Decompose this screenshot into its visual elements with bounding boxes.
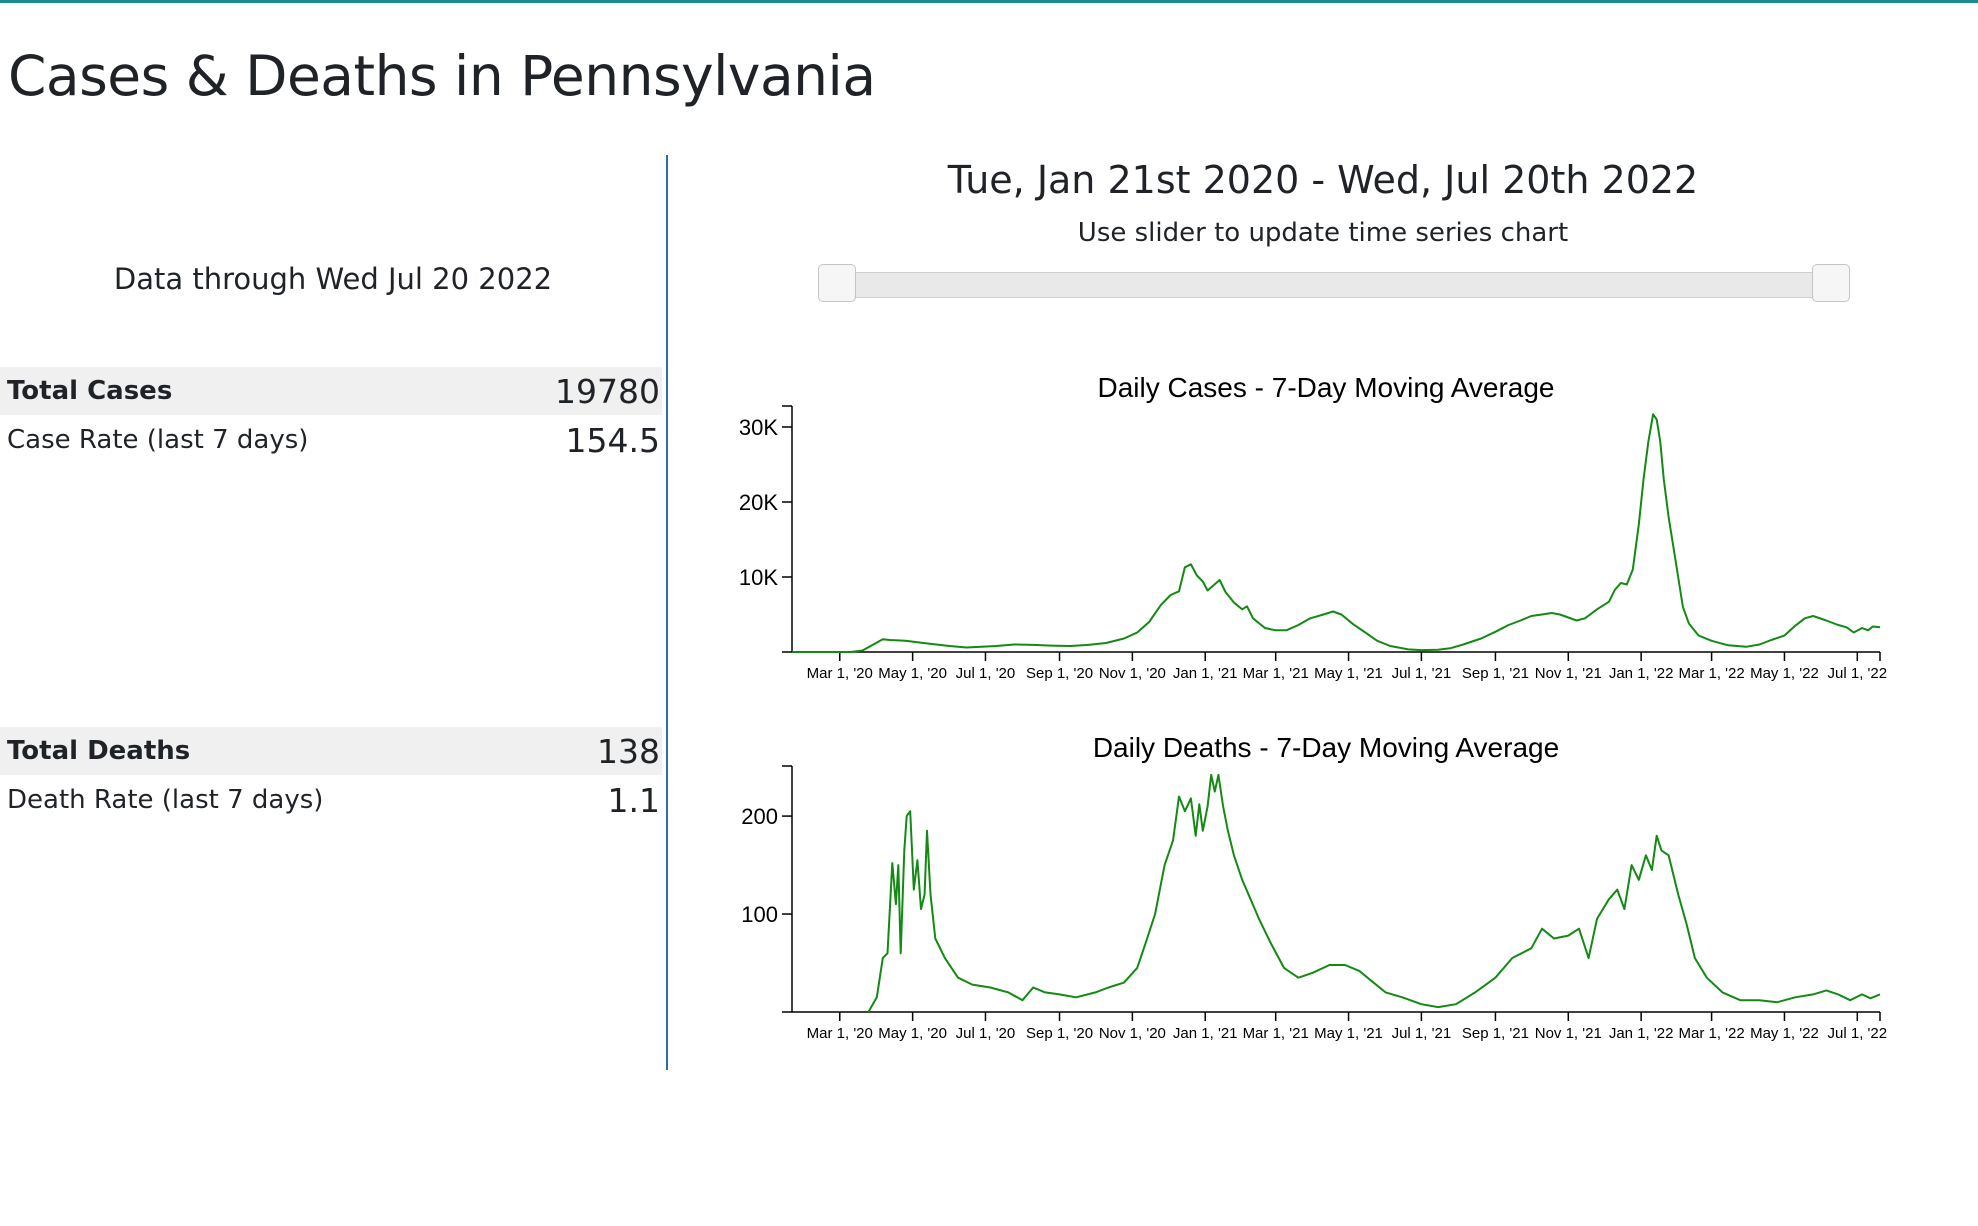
y-tick-label: 20K bbox=[739, 490, 778, 515]
death-rate-row: Death Rate (last 7 days) 1.1 bbox=[0, 776, 662, 824]
x-tick-label: May 1, '22 bbox=[1750, 1025, 1819, 1042]
x-tick-label: May 1, '21 bbox=[1314, 665, 1383, 682]
x-tick-label: May 1, '22 bbox=[1750, 665, 1819, 682]
death-rate-value: 1.1 bbox=[607, 780, 660, 820]
death-rate-label: Death Rate (last 7 days) bbox=[7, 785, 324, 815]
x-tick-label: Mar 1, '21 bbox=[1243, 665, 1309, 682]
chart-title: Daily Cases - 7-Day Moving Average bbox=[1097, 372, 1554, 403]
x-tick-label: Nov 1, '21 bbox=[1535, 1025, 1602, 1042]
y-tick-label: 100 bbox=[741, 902, 778, 927]
slider-hint: Use slider to update time series chart bbox=[1077, 218, 1569, 248]
case-rate-label: Case Rate (last 7 days) bbox=[7, 425, 309, 455]
slider-end-handle[interactable] bbox=[1812, 264, 1850, 302]
y-tick-label: 10K bbox=[739, 565, 778, 590]
x-tick-label: Jul 1, '22 bbox=[1828, 1025, 1888, 1042]
total-cases-value: 19780 bbox=[555, 371, 660, 411]
chart-title: Daily Deaths - 7-Day Moving Average bbox=[1093, 732, 1559, 763]
panel-divider bbox=[666, 155, 668, 1070]
deaths-chart-svg: Daily Deaths - 7-Day Moving Average 100 20… bbox=[741, 732, 1888, 1042]
cases-chart: Daily Cases - 7-Day Moving Average 10K 20K… bbox=[700, 365, 1978, 685]
total-cases-label: Total Cases bbox=[7, 376, 173, 406]
total-deaths-row: Total Deaths 138 bbox=[0, 727, 662, 775]
x-tick-label: Jul 1, '22 bbox=[1828, 665, 1888, 682]
x-tick-label: Nov 1, '21 bbox=[1535, 665, 1602, 682]
case-rate-value: 154.5 bbox=[565, 420, 660, 460]
x-tick-label: Sep 1, '21 bbox=[1462, 1025, 1529, 1042]
y-tick-label: 30K bbox=[739, 415, 778, 440]
total-deaths-value: 138 bbox=[597, 731, 660, 771]
x-tick-label: Jan 1, '22 bbox=[1609, 665, 1674, 682]
x-tick-label: Jan 1, '21 bbox=[1173, 665, 1238, 682]
x-tick-label: May 1, '20 bbox=[878, 1025, 947, 1042]
deaths-chart: Daily Deaths - 7-Day Moving Average 100 20… bbox=[700, 725, 1978, 1045]
x-tick-label: Nov 1, '20 bbox=[1099, 665, 1166, 682]
x-tick-label: Jan 1, '21 bbox=[1173, 1025, 1238, 1042]
x-tick-label: Nov 1, '20 bbox=[1099, 1025, 1166, 1042]
slider-start-handle[interactable] bbox=[818, 264, 856, 302]
x-tick-label: Mar 1, '21 bbox=[1243, 1025, 1309, 1042]
x-tick-label: Jan 1, '22 bbox=[1609, 1025, 1674, 1042]
x-tick-label: Sep 1, '20 bbox=[1026, 665, 1093, 682]
x-tick-label: May 1, '20 bbox=[878, 665, 947, 682]
case-rate-row: Case Rate (last 7 days) 154.5 bbox=[0, 416, 662, 464]
x-tick-label: Sep 1, '21 bbox=[1462, 665, 1529, 682]
time-range-slider[interactable] bbox=[830, 272, 1840, 298]
x-tick-label: Mar 1, '22 bbox=[1678, 665, 1744, 682]
x-tick-label: Sep 1, '20 bbox=[1026, 1025, 1093, 1042]
x-tick-label: Jul 1, '20 bbox=[956, 1025, 1016, 1042]
top-accent-bar bbox=[0, 0, 1978, 3]
x-tick-label: Jul 1, '21 bbox=[1392, 1025, 1452, 1042]
total-cases-row: Total Cases 19780 bbox=[0, 367, 662, 415]
data-through-date: Data through Wed Jul 20 2022 bbox=[113, 262, 553, 296]
x-tick-label: Mar 1, '22 bbox=[1678, 1025, 1744, 1042]
y-tick-label: 200 bbox=[741, 804, 778, 829]
page-title: Cases & Deaths in Pennsylvania bbox=[8, 44, 876, 108]
cases-chart-svg: Daily Cases - 7-Day Moving Average 10K 20K… bbox=[739, 372, 1888, 682]
series-line bbox=[792, 413, 1881, 653]
series-line bbox=[867, 773, 1881, 1013]
x-tick-label: May 1, '21 bbox=[1314, 1025, 1383, 1042]
x-tick-label: Mar 1, '20 bbox=[807, 1025, 873, 1042]
x-tick-label: Mar 1, '20 bbox=[807, 665, 873, 682]
x-tick-label: Jul 1, '20 bbox=[956, 665, 1016, 682]
total-deaths-label: Total Deaths bbox=[7, 736, 191, 766]
date-range-title: Tue, Jan 21st 2020 - Wed, Jul 20th 2022 bbox=[947, 158, 1699, 202]
x-tick-label: Jul 1, '21 bbox=[1392, 665, 1452, 682]
